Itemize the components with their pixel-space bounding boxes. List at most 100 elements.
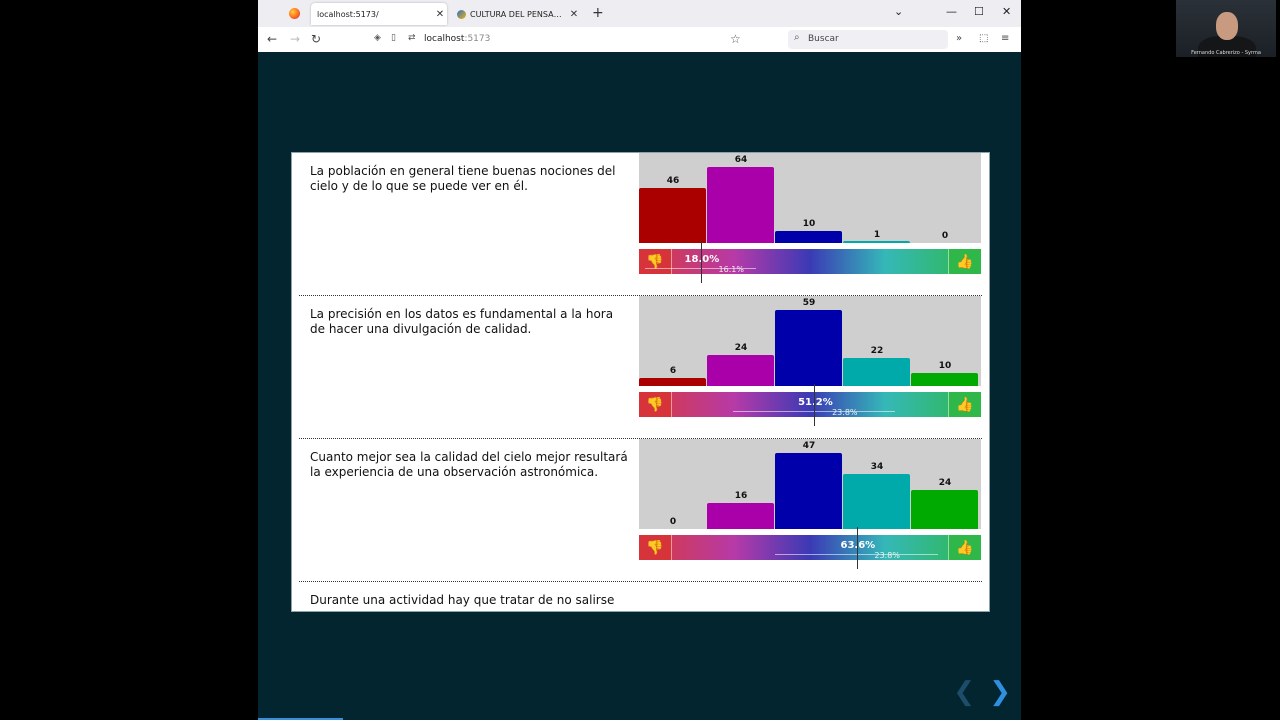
url-port: :5173 — [464, 34, 491, 44]
survey-card: La población en general tiene buenas noc… — [291, 152, 990, 612]
thumbs-down-icon: 👎 — [639, 249, 672, 274]
mean-marker — [814, 384, 816, 426]
tab-bar: localhost:5173/ ✕ CULTURA DEL PENSAMIENT… — [258, 0, 1021, 27]
forward-icon[interactable]: → — [290, 32, 301, 46]
extensions-icon[interactable]: ⬚ — [979, 33, 989, 44]
bar-3 — [775, 231, 842, 243]
thumbs-down-icon: 👎 — [639, 392, 672, 417]
question-row: La población en general tiene buenas noc… — [292, 153, 989, 296]
reload-icon[interactable]: ↻ — [311, 32, 322, 46]
bar-value-label: 16 — [734, 491, 748, 501]
close-tab-icon[interactable]: ✕ — [569, 8, 579, 20]
back-icon[interactable]: ← — [267, 32, 278, 46]
agreement-scale: 👎 👍 51.2% 23.8% — [639, 392, 981, 417]
firefox-icon[interactable] — [289, 8, 300, 19]
shield-icon[interactable]: ◈ — [374, 33, 381, 43]
bar-1 — [639, 188, 706, 243]
question-text: Cuanto mejor sea la calidad del cielo me… — [310, 450, 628, 479]
close-window-icon[interactable]: ✕ — [1002, 5, 1012, 18]
question-text: La precisión en los datos es fundamental… — [310, 307, 614, 336]
bar-value-label: 24 — [938, 478, 952, 488]
error-percent: 16.1% — [718, 265, 744, 274]
browser-window: localhost:5173/ ✕ CULTURA DEL PENSAMIENT… — [258, 0, 1021, 720]
url-host: localhost — [424, 34, 465, 44]
close-tab-icon[interactable]: ✕ — [435, 8, 445, 20]
bar-value-label: 22 — [870, 346, 884, 356]
bar-4 — [843, 474, 910, 529]
question-row: La precisión en los datos es fundamental… — [292, 296, 989, 439]
bar-value-label: 6 — [669, 366, 677, 376]
webcam-caption: Fernando Cabrerizo - Syrma — [1191, 50, 1261, 56]
agreement-scale: 👎 👍 18.0% 16.1% — [639, 249, 981, 274]
menu-icon[interactable]: ≡ — [1001, 33, 1010, 44]
bar-value-label: 0 — [669, 517, 677, 527]
bar-value-label: 10 — [802, 219, 816, 229]
minimize-icon[interactable]: — — [946, 5, 957, 18]
bar-4 — [843, 241, 910, 243]
bar-value-label: 1 — [873, 230, 881, 240]
agreement-percent: 51.2% — [798, 397, 833, 408]
response-bar-chart: 46 64 10 1 0 — [639, 153, 981, 243]
chevron-left-icon[interactable]: ❮ — [953, 677, 975, 707]
overflow-chevrons-icon[interactable]: » — [956, 33, 963, 44]
bar-value-label: 10 — [938, 361, 952, 371]
error-percent: 23.8% — [832, 408, 858, 417]
error-range-line — [645, 268, 756, 269]
tab-title: localhost:5173/ — [317, 9, 379, 19]
permissions-icon[interactable]: ⇄ — [408, 33, 416, 43]
url-bar[interactable]: ◈ ▯ ⇄ localhost:5173 — [368, 30, 748, 49]
question-row: Cuanto mejor sea la calidad del cielo me… — [292, 439, 989, 582]
bar-2 — [707, 355, 774, 386]
row-divider — [299, 438, 982, 439]
bookmark-star-icon[interactable]: ☆ — [730, 32, 741, 46]
maximize-icon[interactable]: ☐ — [974, 5, 984, 18]
tab-localhost[interactable]: localhost:5173/ ✕ — [311, 3, 447, 25]
nav-bar: ← → ↻ ◈ ▯ ⇄ localhost:5173 ☆ ⌕ Buscar » … — [258, 27, 1021, 53]
chevron-right-icon[interactable]: ❯ — [989, 677, 1011, 707]
bar-value-label: 64 — [734, 155, 748, 165]
mean-marker — [856, 527, 858, 569]
webcam-overlay: Fernando Cabrerizo - Syrma — [1176, 0, 1276, 57]
site-favicon-icon — [457, 9, 466, 19]
bar-2 — [707, 503, 774, 529]
search-icon: ⌕ — [794, 32, 800, 43]
agreement-scale: 👎 👍 63.6% 23.8% — [639, 535, 981, 560]
bar-value-label: 47 — [802, 441, 816, 451]
bar-3 — [775, 310, 842, 386]
thumbs-up-icon: 👍 — [948, 535, 981, 560]
agreement-percent: 18.0% — [684, 254, 720, 265]
response-bar-chart: 6 24 59 22 10 — [639, 296, 981, 386]
row-divider — [299, 295, 982, 296]
bar-value-label: 59 — [802, 298, 816, 308]
bar-value-label: 46 — [666, 176, 680, 186]
bar-value-label: 0 — [941, 231, 949, 241]
bar-5 — [911, 490, 978, 529]
thumbs-up-icon: 👍 — [948, 249, 981, 274]
tab-cultura[interactable]: CULTURA DEL PENSAMIENTO_ ✕ — [451, 3, 581, 25]
webcam-person-head — [1216, 12, 1238, 40]
page-info-icon[interactable]: ▯ — [391, 33, 396, 43]
error-percent: 23.8% — [874, 551, 900, 560]
bar-value-label: 34 — [870, 462, 884, 472]
bar-4 — [843, 358, 910, 386]
progress-line — [258, 718, 343, 720]
new-tab-icon[interactable]: + — [592, 5, 604, 21]
search-input[interactable]: ⌕ Buscar — [788, 30, 948, 49]
search-placeholder: Buscar — [808, 34, 839, 44]
bar-value-label: 24 — [734, 343, 748, 353]
thumbs-down-icon: 👎 — [639, 535, 672, 560]
bar-2 — [707, 167, 774, 243]
question-row: Durante una actividad hay que tratar de … — [292, 582, 989, 611]
bar-5 — [911, 373, 978, 386]
tab-list-chevron-icon[interactable]: ⌄ — [894, 5, 904, 18]
bar-3 — [775, 453, 842, 529]
response-bar-chart: 0 16 47 34 24 — [639, 439, 981, 529]
bar-1 — [639, 378, 706, 386]
thumbs-up-icon: 👍 — [948, 392, 981, 417]
mean-marker — [700, 241, 702, 283]
question-text: La población en general tiene buenas noc… — [310, 164, 616, 193]
url-text: localhost:5173 — [424, 34, 490, 44]
row-divider — [299, 581, 982, 582]
webcam-person-shoulders — [1198, 36, 1256, 57]
tab-title: CULTURA DEL PENSAMIENTO_ — [470, 9, 567, 19]
